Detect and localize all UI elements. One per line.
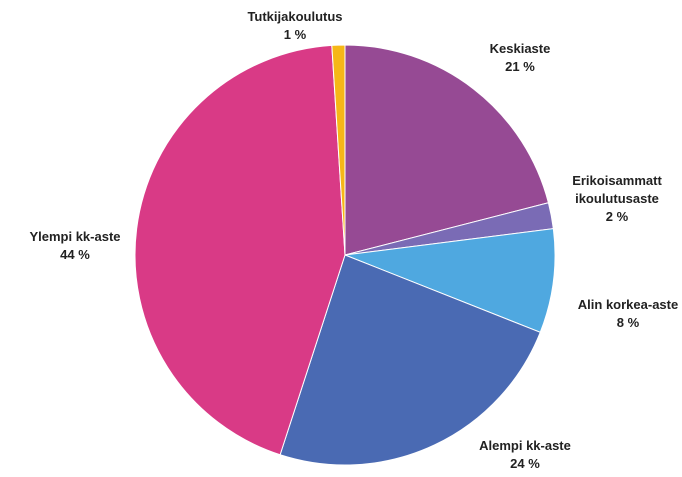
value-label: 44 % [60, 247, 90, 262]
slice-label: Alempi kk-aste 24 % [455, 437, 595, 473]
slice-label: Ylempi kk-aste 44 % [5, 228, 145, 264]
pie-slice [344, 228, 556, 333]
category-label: Alempi kk-aste [479, 438, 571, 453]
category-label: Tutkijakoulutus [247, 9, 343, 24]
category-label: Erikoisammatt ikoulutusaste [572, 173, 662, 206]
value-label: 2 % [605, 209, 629, 224]
category-label: Ylempi kk-aste [29, 229, 121, 244]
value-label: 21 % [505, 59, 535, 74]
value-label: 1 % [283, 27, 307, 42]
pie-slice [344, 44, 550, 256]
pie-slice [134, 44, 346, 456]
value-label: 24 % [510, 456, 540, 471]
slice-label: Alin korkea-aste 8 % [558, 296, 682, 332]
slice-label: Tutkijakoulutus 1 % [225, 8, 365, 44]
slice-label: Keskiaste 21 % [460, 40, 580, 76]
category-label: Keskiaste [489, 41, 551, 56]
pie-slice [279, 254, 541, 466]
pie-slice [331, 44, 346, 256]
slice-label: Erikoisammatt ikoulutusaste 2 % [560, 172, 675, 226]
value-label: 8 % [616, 315, 640, 330]
category-label: Alin korkea-aste [577, 297, 679, 312]
